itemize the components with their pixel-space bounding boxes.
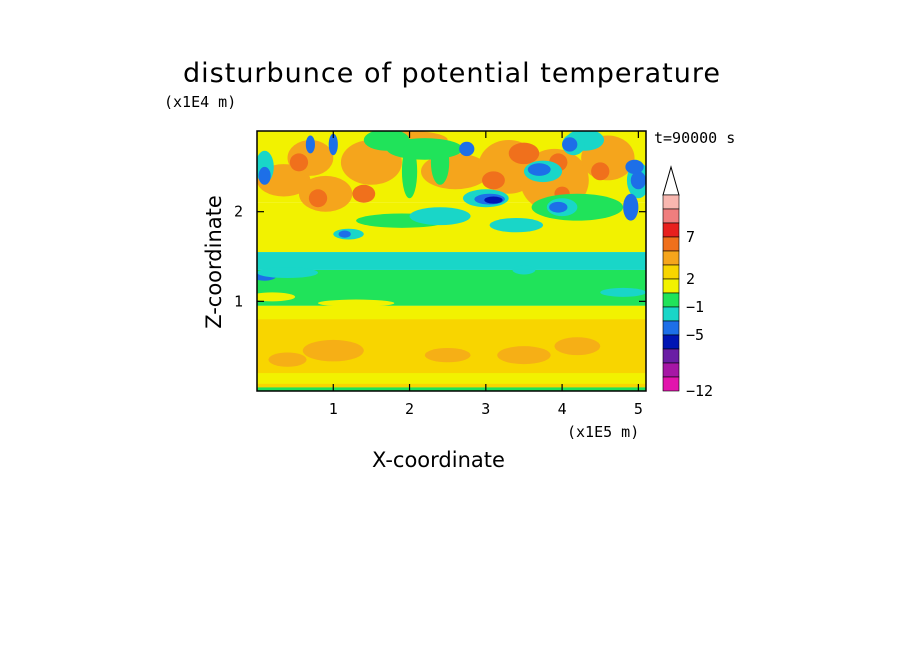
field-blob: [512, 265, 536, 275]
colorbar-swatch: [662, 306, 680, 322]
x-axis-label: X-coordinate: [372, 448, 505, 472]
colorbar-label: 2: [686, 270, 695, 288]
colorbar-swatch: [662, 236, 680, 252]
colorbar-swatch: [662, 334, 680, 350]
time-label: t=90000 s: [654, 129, 736, 147]
field-blob: [363, 131, 410, 151]
field-blob: [318, 299, 395, 307]
field-blob: [562, 137, 578, 152]
colorbar-swatch: [662, 376, 680, 392]
colorbar-swatch: [662, 194, 680, 210]
field-blob: [257, 292, 296, 302]
field-blob: [482, 171, 505, 190]
colorbar-swatch: [662, 264, 680, 280]
colorbar: 7 2 −1 −5 −12: [662, 165, 713, 400]
field-blob: [497, 346, 551, 365]
colorbar-swatch: [662, 278, 680, 294]
field-band: [257, 387, 646, 391]
colorbar-label: −12: [686, 382, 713, 400]
x-tick-label: 2: [405, 400, 414, 418]
plot-axes: 1 2 3 4 5 1 2: [234, 130, 647, 418]
colorbar-swatch: [662, 208, 680, 224]
z-axis-unit: (x1E4 m): [164, 93, 237, 111]
field-blob: [258, 166, 271, 185]
field-blob: [338, 230, 351, 238]
field-band: [257, 373, 646, 384]
colorbar-swatch: [662, 250, 680, 266]
field-blob: [527, 163, 551, 176]
colorbar-extend-arrow: [662, 165, 680, 196]
chart-title: disturbunce of potential temperature: [183, 58, 721, 89]
field-blob: [328, 133, 338, 156]
field-blob: [424, 347, 471, 363]
colorbar-swatch: [662, 320, 680, 336]
field-blob: [289, 153, 309, 172]
field-band: [257, 252, 646, 270]
field-blob: [508, 142, 540, 165]
colorbar-swatch: [662, 362, 680, 378]
field-blob: [623, 193, 639, 221]
field-blob: [352, 184, 376, 203]
field-blob: [340, 139, 402, 185]
x-tick-label: 3: [481, 400, 490, 418]
field-blob: [625, 159, 644, 175]
x-axis-unit: (x1E5 m): [567, 423, 640, 441]
field-blob: [531, 193, 624, 221]
field-blob: [549, 201, 568, 213]
colorbar-label: −1: [686, 298, 704, 316]
colorbar-swatch: [662, 222, 680, 238]
field-blob: [409, 207, 471, 226]
z-tick-label: 2: [234, 203, 243, 221]
colorbar-label: 7: [686, 228, 695, 246]
x-tick-label: 1: [329, 400, 338, 418]
field-band: [257, 269, 646, 306]
field-band: [257, 305, 646, 320]
field-blob: [302, 339, 364, 362]
field-blob: [257, 267, 319, 279]
field-blob: [401, 144, 418, 199]
field-blob: [430, 139, 450, 185]
field-blob: [308, 189, 328, 208]
field-blob: [459, 141, 475, 157]
z-tick-label: 1: [234, 292, 243, 310]
colorbar-label: −5: [686, 326, 704, 344]
field-blob: [268, 352, 307, 367]
field-blob: [554, 337, 601, 356]
field-blob: [489, 217, 544, 233]
contour-field: [257, 131, 646, 391]
field-blob: [484, 196, 503, 204]
x-tick-label: 4: [558, 400, 567, 418]
field-blob: [600, 287, 646, 297]
x-tick-label: 5: [634, 400, 643, 418]
field-blob: [630, 171, 646, 190]
plot-frame: [256, 130, 647, 392]
field-blob: [305, 135, 315, 154]
colorbar-swatch: [662, 292, 680, 308]
colorbar-swatch: [662, 348, 680, 364]
field-blob: [591, 162, 610, 181]
